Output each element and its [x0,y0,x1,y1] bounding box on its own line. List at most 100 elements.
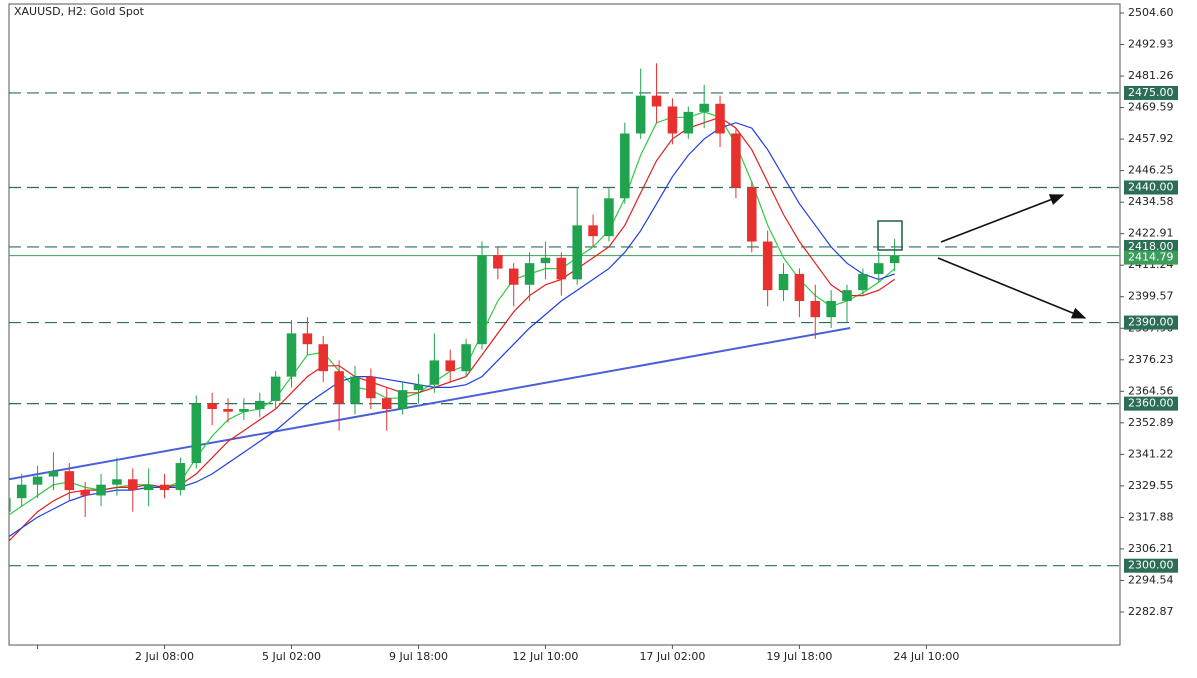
candle-body [778,273,789,291]
candle-body [270,376,281,401]
candle-body [524,263,535,285]
highlight-box [877,220,903,251]
arrow-up [940,194,1065,243]
candle-body [239,409,249,412]
candle-body [366,376,376,399]
y-tick-label: 2329.55 [1128,479,1174,492]
y-tick-label: 2294.54 [1128,573,1174,586]
level-label: 2475.00 [1128,86,1174,99]
candle-body [731,133,741,188]
candle-body [96,484,106,496]
x-tick-label: 2 Jul 08:00 [135,650,194,663]
candle-body [699,103,709,112]
arrow-down [937,257,1087,319]
candle-body [715,103,725,134]
candle-body [683,111,694,134]
y-tick-label: 2457.92 [1128,132,1174,145]
candle-body [667,106,678,134]
level-box [1124,239,1178,254]
candle-body [493,255,503,269]
candle-body [191,403,202,464]
y-tick-label: 2422.91 [1128,227,1174,240]
candle-body [508,268,519,285]
candle-body [889,255,900,264]
trendline [9,327,851,481]
x-tick-label: 27 Jun 2024 [4,650,70,663]
candle-body [747,187,757,242]
candle-body [64,471,75,491]
candle-body [302,333,313,345]
y-tick-label: 2434.58 [1128,195,1174,208]
y-tick-label: 2306.21 [1128,542,1174,555]
candle-body [334,371,344,404]
y-tick-label: 2469.59 [1128,101,1174,114]
level-box [1124,180,1178,195]
plot-area [9,63,1120,567]
candle-body [477,255,487,345]
candle-body [651,95,662,107]
level-box [1124,558,1178,573]
candle-body [540,257,551,264]
level-box [1124,396,1178,411]
candle-body [9,498,11,512]
candle-body [223,409,233,412]
candle-body [381,398,392,410]
candle-body [429,360,440,385]
x-tick-label: 24 Jul 10:00 [893,650,959,663]
candle-body [175,463,186,491]
candle-body [620,133,630,199]
x-tick-label: 9 Jul 18:00 [389,650,448,663]
axes: 2504.60 2492.93 2481.26 2469.59 2457.92 2446.… [4,6,1178,663]
candle-body [810,300,821,318]
chart-title: XAUUSD, H2: Gold Spot [14,5,145,18]
candle-body [858,273,868,291]
level-label: 2300.00 [1128,559,1174,572]
x-tick-label: 19 Jul 18:00 [766,650,832,663]
candle-body [255,400,265,410]
ma-line [9,122,895,538]
level-label: 2418.00 [1128,240,1174,253]
candle-body [794,273,805,301]
candle-body [16,484,27,499]
candle-body [159,484,170,491]
candle-body [128,479,138,491]
level-label: 2390.00 [1128,316,1174,329]
candle-body [80,490,90,496]
candle-body [572,225,582,280]
candle-body [762,241,773,291]
candle-body [397,390,408,410]
candle-body [286,333,297,377]
x-tick-label: 17 Jul 02:00 [639,650,705,663]
candle-body [842,290,852,301]
candle-body [873,263,884,274]
level-box [1124,315,1178,330]
level-label: 2440.00 [1128,181,1174,194]
x-tick-label: 12 Jul 10:00 [512,650,578,663]
y-tick-label: 2492.93 [1128,38,1174,51]
candle-body [588,225,598,237]
current-price-label: 2414.79 [1128,251,1174,264]
level-box [1124,85,1178,100]
candle-body [635,95,646,134]
y-tick-label: 2352.89 [1128,416,1174,429]
y-tick-label: 2341.22 [1128,447,1174,460]
candle-body [318,344,329,372]
candle-body [413,384,424,391]
overlay [877,194,1087,319]
candle-body [826,300,836,318]
y-tick-label: 2399.57 [1128,290,1174,303]
candle-body [445,360,455,372]
current-price-box [1124,250,1178,265]
level-label: 2360.00 [1128,397,1174,410]
candle-body [112,479,122,485]
plot-frame [8,3,1121,646]
candle-body [556,257,567,280]
y-tick-label: 2376.23 [1128,353,1174,366]
y-tick-label: 2317.88 [1128,510,1174,523]
candle-body [48,471,59,477]
candle-body [143,484,154,491]
candle-body [604,198,614,237]
candle-body [207,403,217,410]
